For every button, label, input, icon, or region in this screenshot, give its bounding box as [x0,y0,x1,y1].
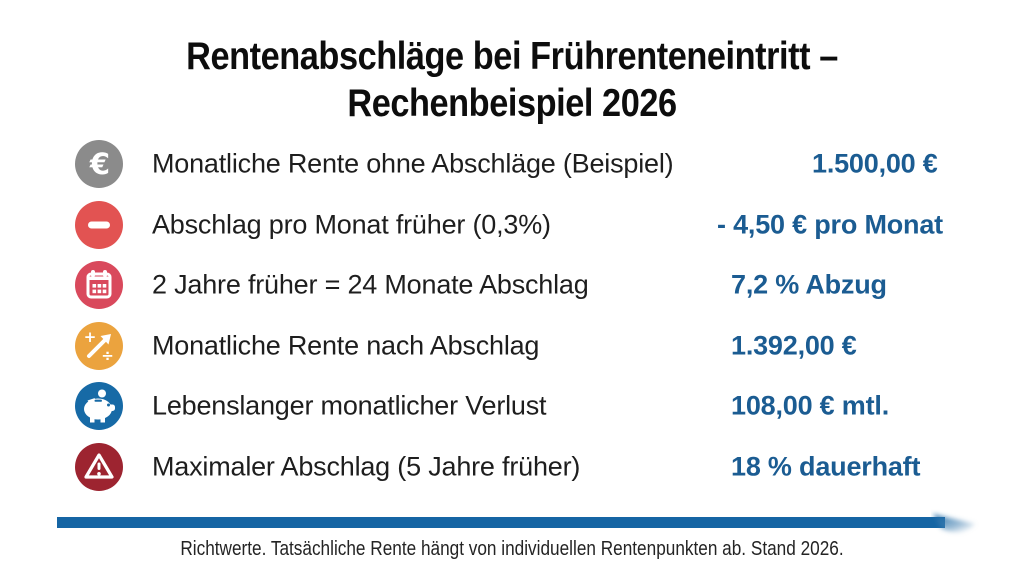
arrow-swoosh-icon [931,504,1011,554]
row-label: Monatliche Rente nach Abschlag [152,330,540,361]
page-title: Rentenabschläge bei Frührenteneintritt –… [61,33,962,127]
page-title-line2: Rechenbeispiel 2026 [347,82,677,125]
calculation-icon: + ÷ [75,321,123,370]
warning-icon [75,442,123,491]
calendar-icon [75,261,123,310]
table-row: Lebenslanger monatlicher Verlust 108,00 … [0,376,1024,437]
row-value: - 4,50 € pro Monat [717,209,943,240]
svg-text:€: € [89,147,110,181]
fact-rows: € Monatliche Rente ohne Abschläge (Beisp… [0,134,1024,497]
row-value: 108,00 € mtl. [731,390,890,421]
row-value: 18 % dauerhaft [731,451,921,482]
row-value: 7,2 % Abzug [731,269,887,300]
row-label: Monatliche Rente ohne Abschläge (Beispie… [152,148,674,179]
svg-text:÷: ÷ [101,346,114,364]
footnote: Richtwerte. Tatsächliche Rente hängt von… [180,538,844,560]
row-label: Lebenslanger monatlicher Verlust [152,390,547,421]
table-row: + ÷ Monatliche Rente nach Abschlag 1.392… [0,316,1024,377]
table-row: Abschlag pro Monat früher (0,3%) - 4,50 … [0,195,1024,256]
table-row: Maximaler Abschlag (5 Jahre früher) 18 %… [0,437,1024,498]
table-row: € Monatliche Rente ohne Abschläge (Beisp… [0,134,1024,195]
row-label: Abschlag pro Monat früher (0,3%) [152,209,551,240]
row-value: 1.392,00 € [731,330,857,361]
row-value: 1.500,00 € [812,148,938,179]
bottom-divider-bar [57,517,945,528]
piggy-bank-icon [75,382,123,431]
page-title-line1: Rentenabschläge bei Frührenteneintritt – [186,35,838,78]
row-label: Maximaler Abschlag (5 Jahre früher) [152,451,581,482]
row-label: 2 Jahre früher = 24 Monate Abschlag [152,269,589,300]
minus-icon [75,200,123,249]
svg-text:+: + [84,328,97,346]
table-row: 2 Jahre früher = 24 Monate Abschlag 7,2 … [0,255,1024,316]
euro-icon: € [75,140,123,189]
